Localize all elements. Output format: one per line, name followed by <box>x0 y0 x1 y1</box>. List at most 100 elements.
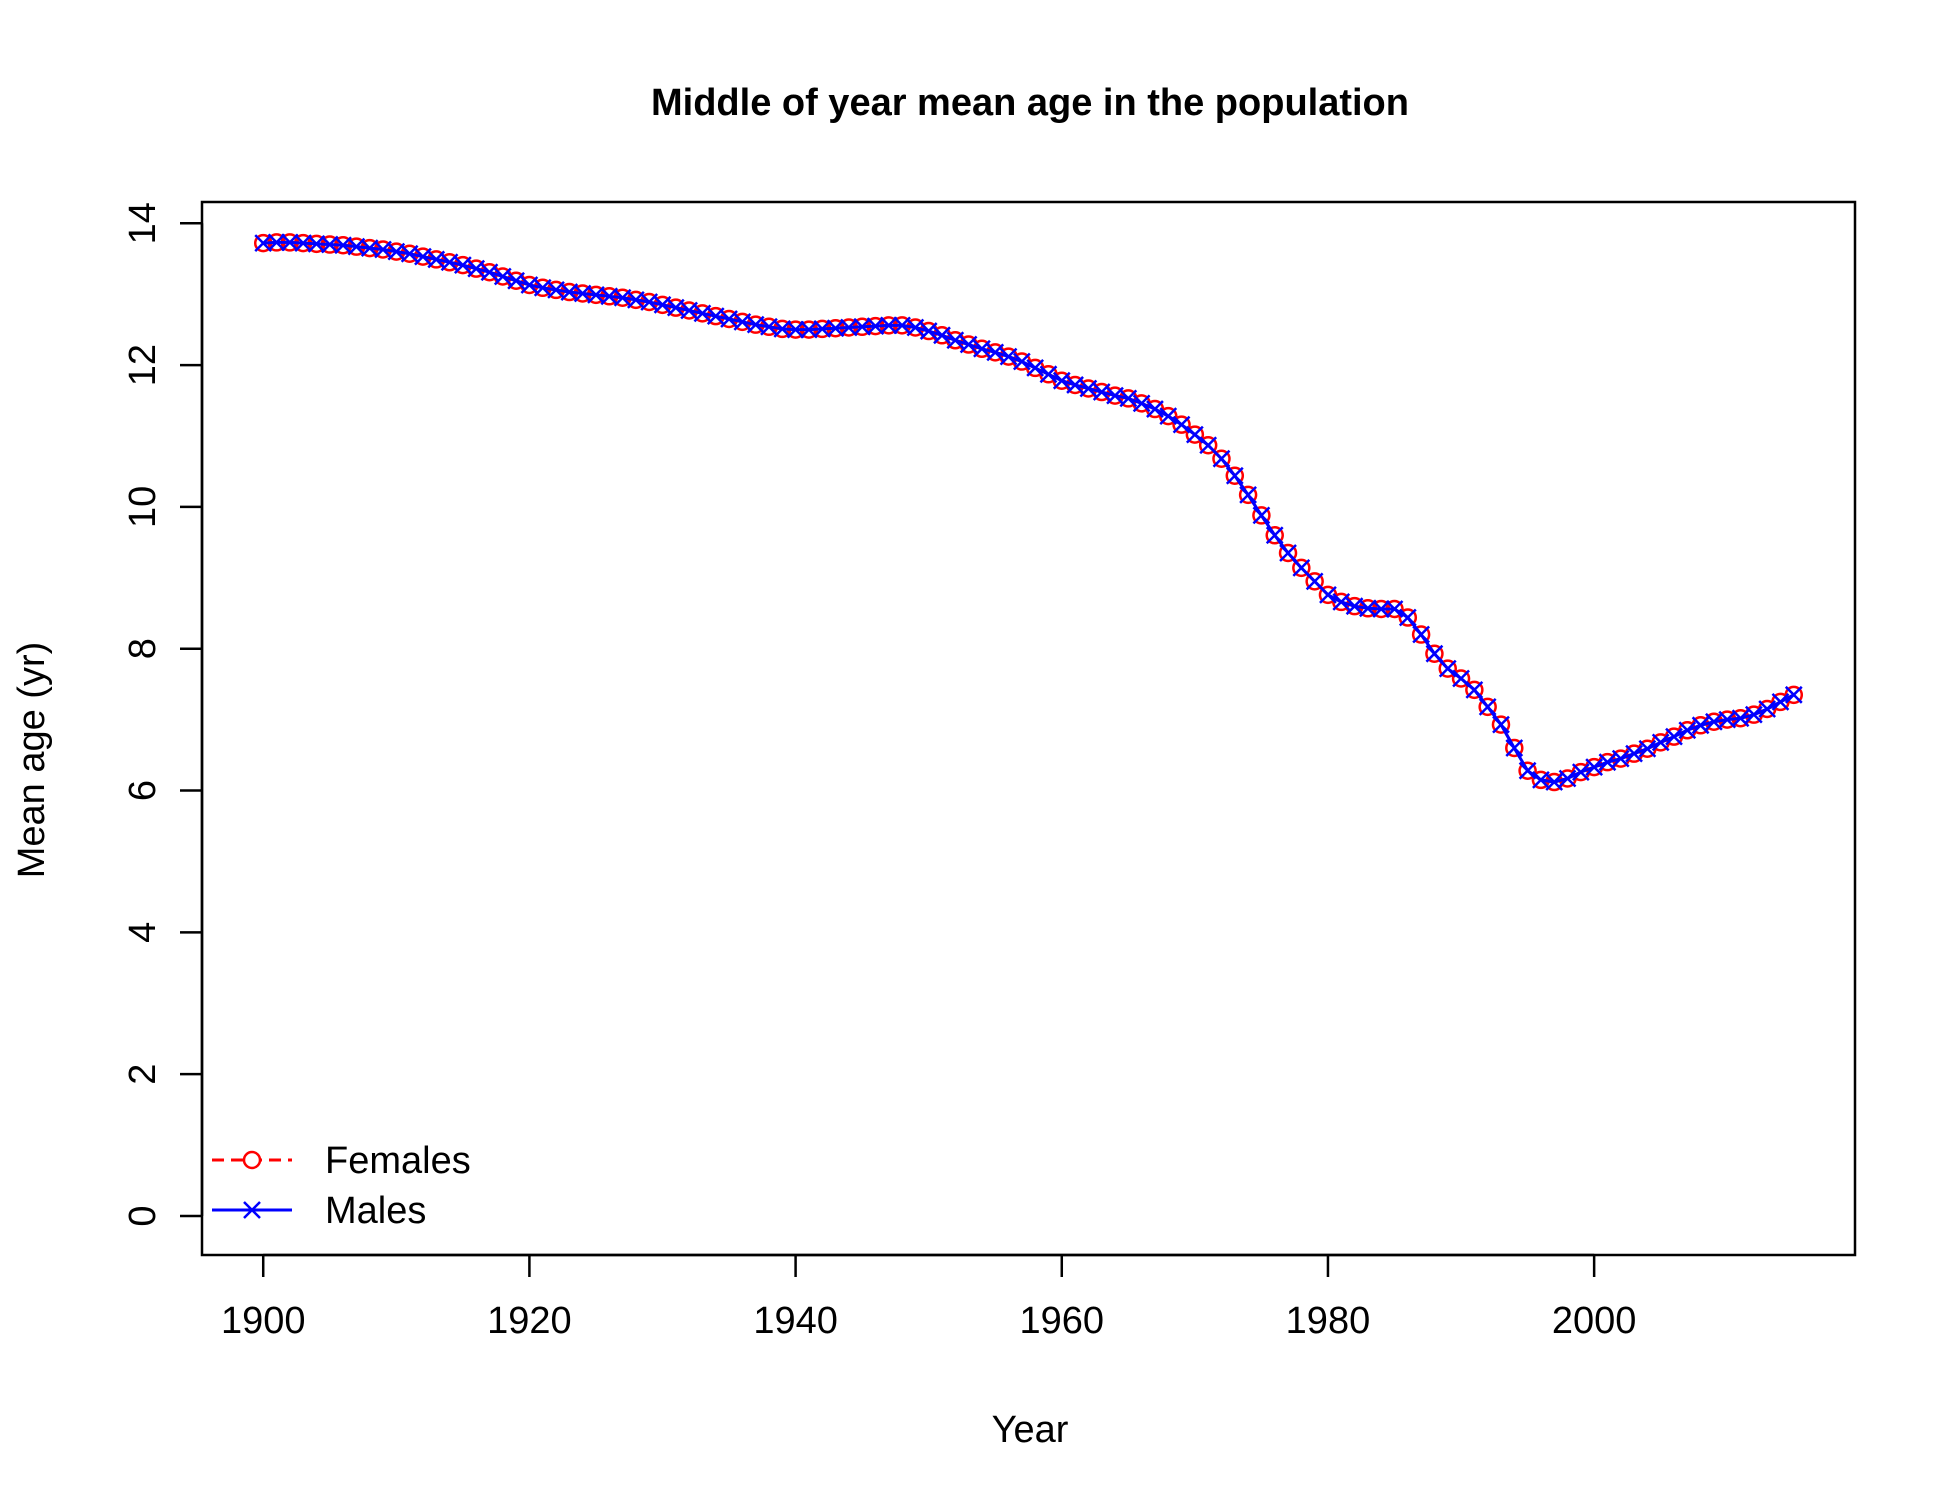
data-point-cross <box>440 253 459 272</box>
data-point-cross <box>1465 680 1484 699</box>
data-point-cross <box>986 343 1005 362</box>
legend-label: Females <box>325 1140 471 1182</box>
data-point-circle <box>1158 406 1178 426</box>
data-point-cross <box>1452 669 1470 688</box>
data-point-circle <box>1185 425 1205 444</box>
data-point-cross <box>1651 733 1670 752</box>
y-tick-label: 2 <box>122 1064 164 1085</box>
data-point-circle <box>1465 680 1484 700</box>
data-point-cross <box>720 310 738 328</box>
data-point-cross <box>973 339 991 358</box>
data-point-cross <box>1319 585 1337 604</box>
data-point-cross <box>1385 600 1404 618</box>
data-point-cross <box>520 276 539 294</box>
y-tick-label: 0 <box>122 1205 164 1226</box>
data-point-cross <box>400 244 419 263</box>
data-point-cross <box>1012 352 1031 371</box>
data-point-circle <box>679 301 699 320</box>
data-point-circle <box>666 298 686 317</box>
data-point-cross <box>853 317 872 336</box>
data-point-cross <box>467 259 486 278</box>
y-tick-label: 8 <box>122 638 164 659</box>
data-point-cross <box>1292 559 1311 577</box>
data-point-cross <box>826 319 845 338</box>
data-point-circle <box>706 306 725 326</box>
data-point-cross <box>1066 376 1084 394</box>
data-point-cross <box>1744 705 1763 724</box>
data-point-cross <box>706 307 725 326</box>
data-point-cross <box>1771 693 1790 711</box>
data-point-cross <box>1199 436 1218 455</box>
data-point-cross <box>1212 449 1231 468</box>
x-axis-label: Year <box>992 1409 1069 1451</box>
y-tick-label: 12 <box>122 344 164 386</box>
data-point-circle <box>413 247 433 266</box>
data-point-cross <box>839 318 858 337</box>
data-point-circle <box>1478 697 1497 717</box>
y-axis: 0 2 4 6 8 10 12 14 <box>122 202 204 1227</box>
data-point-cross <box>1625 744 1643 763</box>
data-point-cross <box>1172 415 1191 434</box>
data-point-cross <box>1026 359 1045 377</box>
data-point-cross <box>1225 466 1244 485</box>
x-tick-label: 2000 <box>1552 1300 1637 1342</box>
data-point-cross <box>1079 379 1098 398</box>
data-point-circle <box>653 295 672 315</box>
data-point-cross <box>480 263 499 282</box>
data-point-cross <box>1252 506 1271 525</box>
data-point-cross <box>1478 697 1497 716</box>
legend-item-males: Males <box>212 1190 426 1232</box>
data-point-cross <box>493 267 512 286</box>
data-point-circle <box>1265 526 1284 545</box>
y-tick-label: 14 <box>122 202 164 244</box>
data-point-cross <box>1571 763 1590 781</box>
data-point-cross <box>1438 659 1457 678</box>
data-point-cross <box>1492 715 1510 734</box>
data-point-circle <box>1784 685 1804 705</box>
data-point-cross <box>1132 394 1151 413</box>
data-point-circle <box>1305 572 1324 591</box>
chart-title: Middle of year mean age in the populatio… <box>651 82 1409 124</box>
data-point-cross <box>1185 425 1204 444</box>
data-point-cross <box>640 293 659 311</box>
data-point-cross <box>1505 739 1524 757</box>
data-point-cross <box>906 318 925 337</box>
data-point-cross <box>813 320 832 338</box>
data-point-cross <box>267 233 286 252</box>
data-point-cross <box>453 256 472 274</box>
data-point-cross <box>959 335 978 354</box>
y-tick-label: 4 <box>122 922 164 943</box>
data-point-cross <box>933 326 951 345</box>
y-tick-label: 6 <box>122 780 164 801</box>
legend: Females Males <box>212 1140 471 1232</box>
data-point-circle <box>1398 608 1418 627</box>
data-point-circle <box>426 250 446 269</box>
data-point-circle <box>1198 435 1218 455</box>
x-tick-label: 1980 <box>1286 1300 1371 1342</box>
data-point-circle <box>1238 485 1258 505</box>
data-point-circle <box>1438 659 1457 678</box>
data-point-cross <box>254 234 273 253</box>
x-axis: 1900 1920 1940 1960 1980 2000 <box>221 1253 1637 1342</box>
data-point-circle <box>719 309 739 329</box>
data-point-circle <box>1252 506 1271 525</box>
data-point-cross <box>320 235 339 254</box>
data-point-cross <box>1159 407 1178 426</box>
series-line <box>263 240 1795 784</box>
data-point-cross <box>1611 749 1630 768</box>
y-axis-label: Mean age (yr) <box>11 642 53 879</box>
data-point-cross <box>1052 371 1071 390</box>
data-point-cross <box>1358 599 1377 618</box>
data-point-circle <box>1491 715 1511 734</box>
data-point-cross <box>1598 753 1617 772</box>
data-point-cross <box>1039 365 1058 384</box>
data-point-cross <box>1092 383 1111 401</box>
data-point-cross <box>680 301 698 320</box>
legend-marker-cross <box>243 1201 261 1219</box>
data-point-cross <box>294 234 313 253</box>
data-point-cross <box>800 320 818 339</box>
data-point-cross <box>280 233 299 252</box>
legend-label: Males <box>325 1190 426 1232</box>
legend-marker-circle <box>242 1150 262 1170</box>
